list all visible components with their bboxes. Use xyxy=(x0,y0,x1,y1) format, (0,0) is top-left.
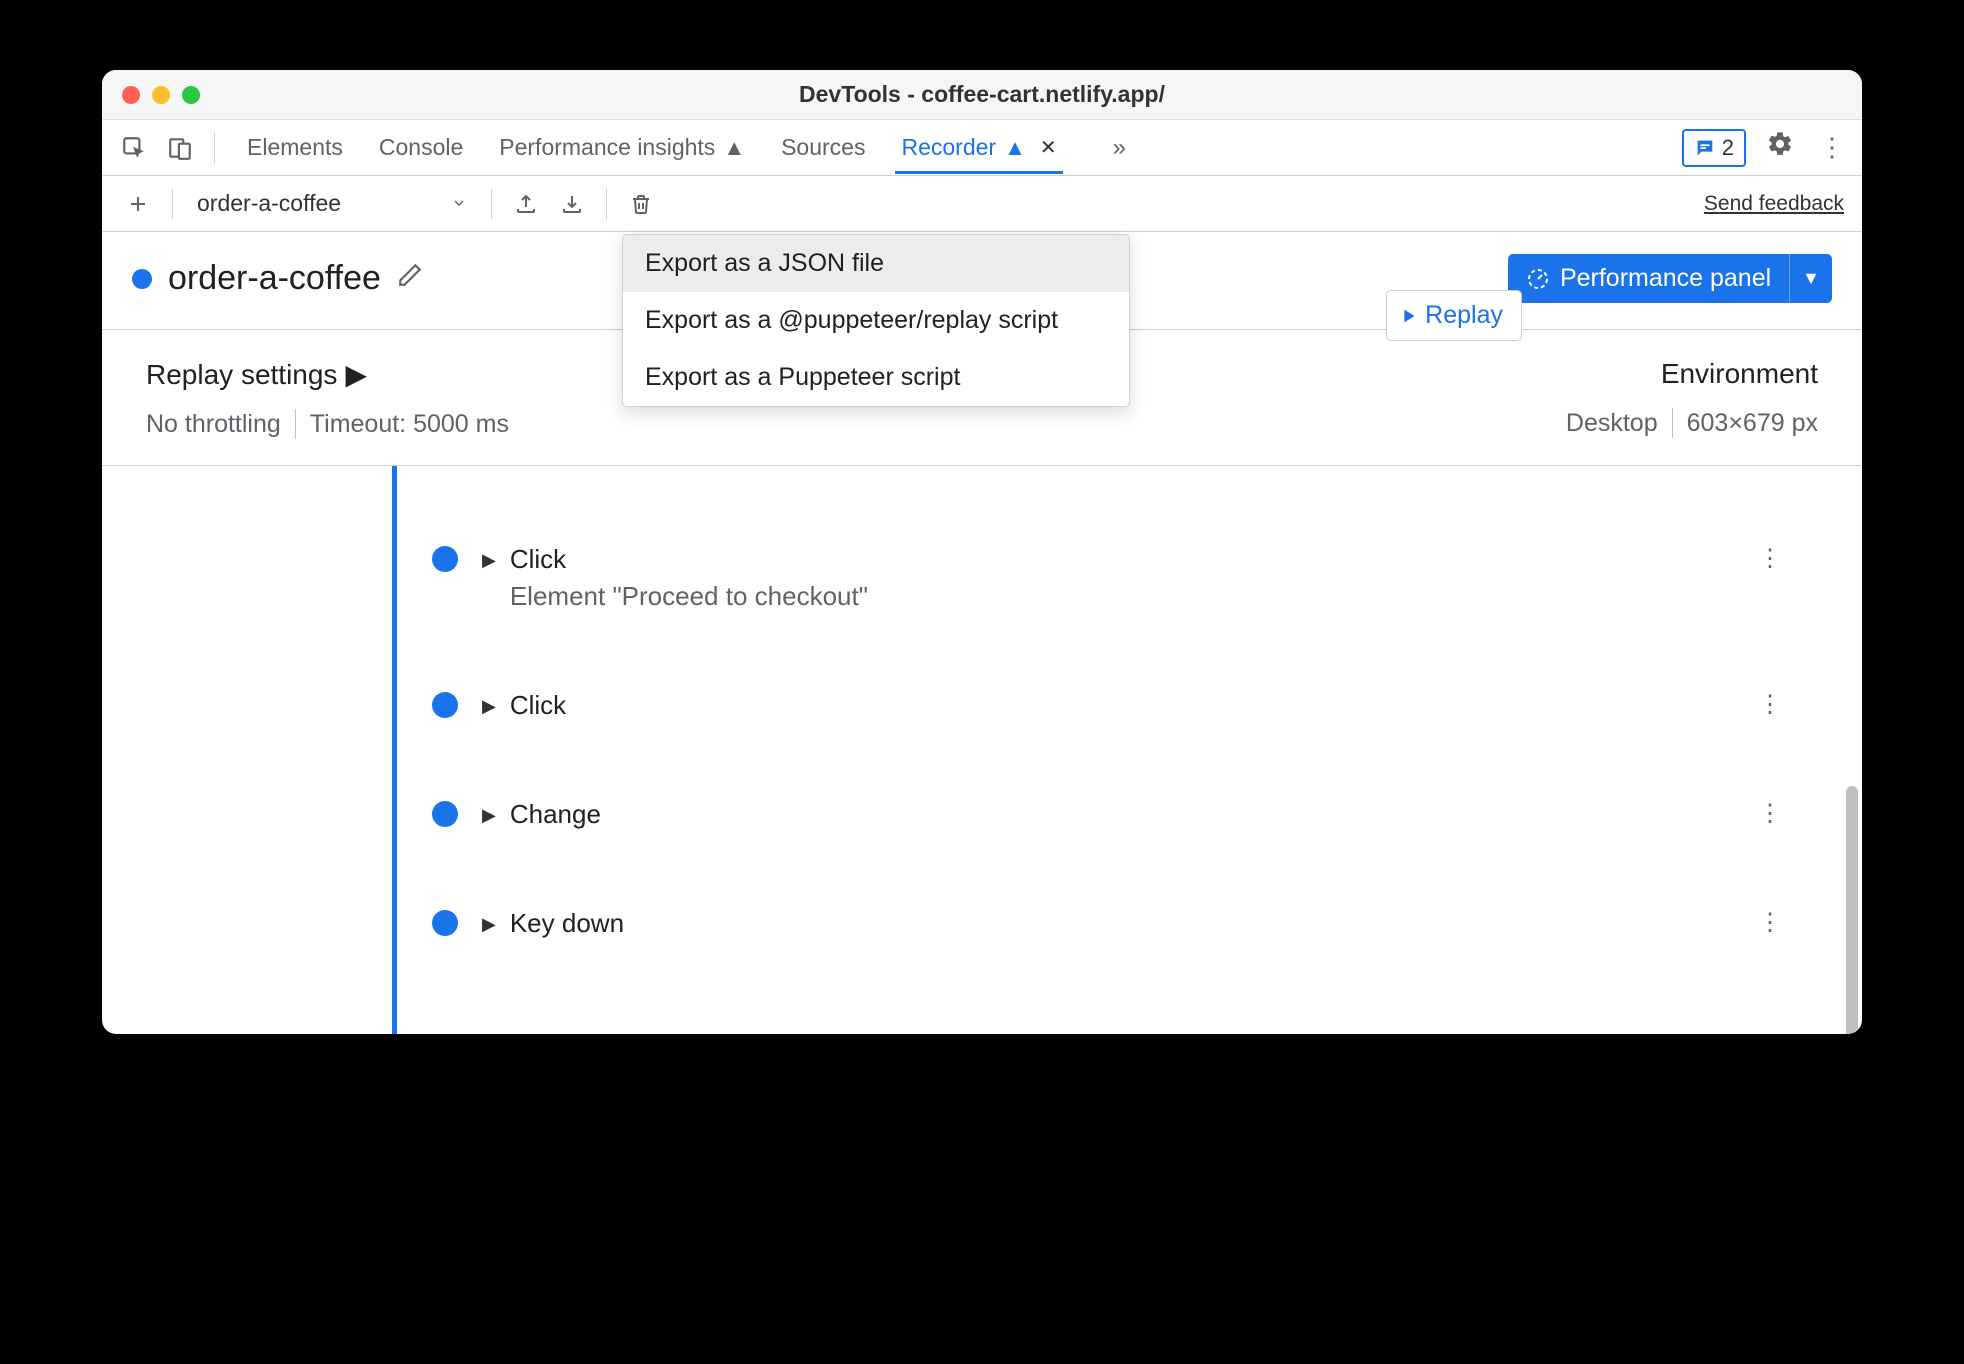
separator xyxy=(172,189,173,219)
messages-count: 2 xyxy=(1722,135,1734,161)
export-icon[interactable] xyxy=(508,186,544,222)
replay-settings: Replay settings ▶ No throttling Timeout:… xyxy=(146,358,509,439)
timeline-step[interactable]: ▶ Key down ⋮ xyxy=(152,908,1812,939)
performance-panel-label: Performance panel xyxy=(1560,264,1771,293)
timeline-step[interactable]: ▶ Click ⋮ xyxy=(152,690,1812,721)
environment-title: Environment xyxy=(1661,358,1818,390)
chevron-down-icon xyxy=(451,190,467,217)
header-controls: Performance panel ▼ xyxy=(1508,254,1832,303)
step-label: Click xyxy=(510,544,868,575)
export-json-item[interactable]: Export as a JSON file xyxy=(623,235,1129,292)
minimize-window-button[interactable] xyxy=(152,86,170,104)
separator xyxy=(214,133,215,163)
performance-panel-button[interactable]: Performance panel xyxy=(1508,254,1789,303)
tabbar-right: 2 ⋮ xyxy=(1682,129,1850,167)
timeline: ▶ Click Element "Proceed to checkout" ⋮ … xyxy=(102,466,1862,1034)
titlebar: DevTools - coffee-cart.netlify.app/ xyxy=(102,70,1862,120)
recorder-toolbar: order-a-coffee Send feedback xyxy=(102,176,1862,232)
close-tab-icon[interactable]: ✕ xyxy=(1040,135,1057,160)
step-label: Key down xyxy=(510,908,624,939)
separator xyxy=(1672,408,1673,438)
timeline-dot-icon xyxy=(432,546,458,572)
step-more-icon[interactable]: ⋮ xyxy=(1758,690,1782,719)
steps-area: ▶ Click Element "Proceed to checkout" ⋮ … xyxy=(102,466,1862,1034)
inspect-element-icon[interactable] xyxy=(114,128,154,168)
tab-bar: Elements Console Performance insights▲ S… xyxy=(102,120,1862,176)
close-window-button[interactable] xyxy=(122,86,140,104)
flask-icon: ▲ xyxy=(1004,135,1026,161)
step-detail: Element "Proceed to checkout" xyxy=(510,581,868,612)
edit-title-icon[interactable] xyxy=(397,262,423,295)
import-icon[interactable] xyxy=(554,186,590,222)
chevron-right-icon[interactable]: ▶ xyxy=(482,696,496,717)
separator xyxy=(606,189,607,219)
delete-icon[interactable] xyxy=(623,186,659,222)
messages-badge[interactable]: 2 xyxy=(1682,129,1746,167)
export-puppeteer-replay-item[interactable]: Export as a @puppeteer/replay script xyxy=(623,292,1129,349)
step-more-icon[interactable]: ⋮ xyxy=(1758,799,1782,828)
replay-button[interactable]: Replay xyxy=(1386,290,1522,341)
chevron-right-icon[interactable]: ▶ xyxy=(482,914,496,935)
tab-performance-insights[interactable]: Performance insights▲ xyxy=(499,122,745,173)
step-more-icon[interactable]: ⋮ xyxy=(1758,544,1782,573)
maximize-window-button[interactable] xyxy=(182,86,200,104)
step-more-icon[interactable]: ⋮ xyxy=(1758,908,1782,937)
more-menu-icon[interactable]: ⋮ xyxy=(1814,132,1850,163)
timeline-dot-icon xyxy=(432,801,458,827)
overflow-tabs-icon[interactable]: » xyxy=(1113,134,1126,162)
export-menu: Export as a JSON file Export as a @puppe… xyxy=(622,234,1130,407)
replay-settings-title[interactable]: Replay settings ▶ xyxy=(146,358,509,391)
send-feedback-link[interactable]: Send feedback xyxy=(1704,192,1844,216)
device-value: Desktop xyxy=(1566,409,1658,438)
flask-icon: ▲ xyxy=(723,135,745,161)
traffic-lights xyxy=(122,86,200,104)
step-label: Click xyxy=(510,690,566,721)
device-toggle-icon[interactable] xyxy=(160,128,200,168)
tab-console[interactable]: Console xyxy=(379,122,463,173)
timeline-dot-icon xyxy=(432,692,458,718)
scrollbar-thumb[interactable] xyxy=(1846,786,1858,1034)
separator xyxy=(295,409,296,439)
recording-select-value: order-a-coffee xyxy=(197,190,341,217)
tab-recorder[interactable]: Recorder▲✕ xyxy=(901,122,1056,173)
timeline-dot-icon xyxy=(432,910,458,936)
devtools-window: DevTools - coffee-cart.netlify.app/ Elem… xyxy=(102,70,1862,1034)
window-title: DevTools - coffee-cart.netlify.app/ xyxy=(122,81,1842,108)
new-recording-icon[interactable] xyxy=(120,186,156,222)
replay-label: Replay xyxy=(1425,301,1503,330)
separator xyxy=(491,189,492,219)
tabs: Elements Console Performance insights▲ S… xyxy=(247,122,1676,173)
environment-values: Desktop 603×679 px xyxy=(1566,408,1818,438)
throttling-value: No throttling xyxy=(146,410,281,439)
environment-settings: Environment Desktop 603×679 px xyxy=(1566,358,1818,439)
recording-title: order-a-coffee xyxy=(168,259,381,298)
timeout-value: Timeout: 5000 ms xyxy=(310,410,509,439)
timeline-step[interactable]: ▶ Change ⋮ xyxy=(152,799,1812,830)
chevron-right-icon[interactable]: ▶ xyxy=(482,805,496,826)
performance-panel-split-button: Performance panel ▼ xyxy=(1508,254,1832,303)
chevron-right-icon[interactable]: ▶ xyxy=(482,550,496,571)
replay-settings-values: No throttling Timeout: 5000 ms xyxy=(146,409,509,439)
performance-panel-dropdown[interactable]: ▼ xyxy=(1789,254,1832,303)
dimensions-value: 603×679 px xyxy=(1687,409,1818,438)
export-puppeteer-item[interactable]: Export as a Puppeteer script xyxy=(623,349,1129,406)
tab-elements[interactable]: Elements xyxy=(247,122,343,173)
settings-icon[interactable] xyxy=(1762,130,1798,165)
timeline-step[interactable]: ▶ Click Element "Proceed to checkout" ⋮ xyxy=(152,544,1812,612)
recording-select[interactable]: order-a-coffee xyxy=(189,190,475,217)
tab-sources[interactable]: Sources xyxy=(781,122,865,173)
step-label: Change xyxy=(510,799,601,830)
recording-indicator-icon xyxy=(132,269,152,289)
chevron-right-icon: ▶ xyxy=(345,358,367,391)
